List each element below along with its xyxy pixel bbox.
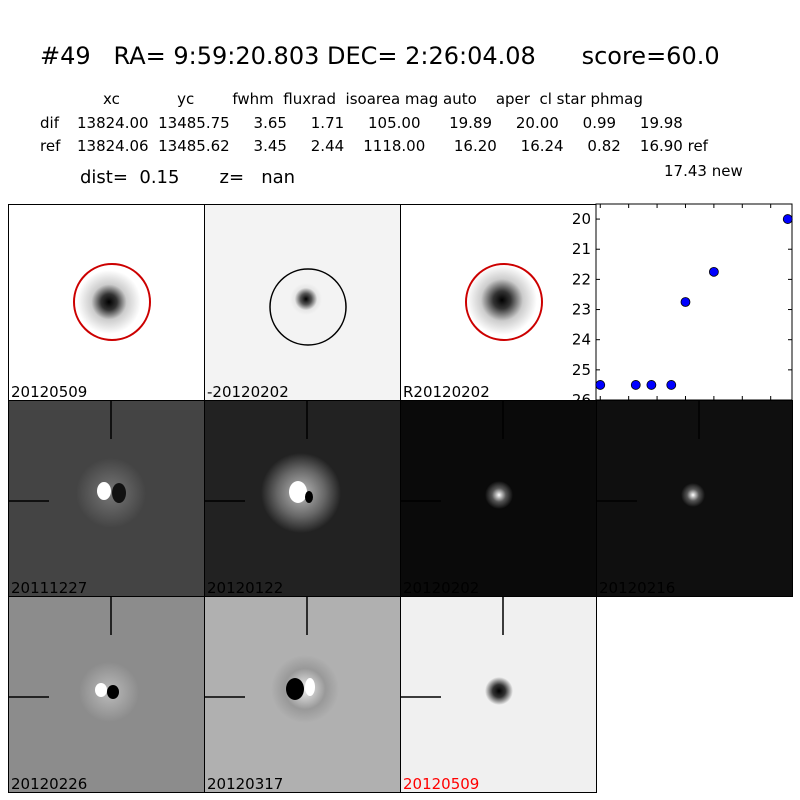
- y-tick-label: 24: [572, 331, 591, 349]
- stamp-panel: R20120202: [400, 204, 597, 401]
- cutout-panel: 20120317: [204, 596, 401, 793]
- dif-row-values: 13824.00 13485.75 3.65 1.71 105.00 19.89…: [77, 114, 683, 132]
- candidate-title: #49 RA= 9:59:20.803 DEC= 2:26:04.08 scor…: [40, 42, 720, 70]
- light-curve-svg: 20212223242526020406080100120: [572, 203, 793, 420]
- cutout-panel: 20120122: [204, 400, 401, 597]
- cutout-panel: 20120226: [8, 596, 205, 793]
- cutout-panel: 20120202: [400, 400, 597, 597]
- cutout-image: [597, 401, 705, 507]
- y-tick-label: 20: [572, 210, 591, 228]
- cutout-panel: 20120509: [400, 596, 597, 793]
- stamp-panel: -20120202: [204, 204, 401, 401]
- aperture-circle: [465, 263, 543, 341]
- cutout-panel: 20111227: [8, 400, 205, 597]
- new-mag: 17.43 new: [664, 162, 743, 180]
- cutout-label: 20120226: [11, 775, 88, 793]
- data-point: [595, 380, 606, 390]
- aperture-circle: [73, 263, 151, 341]
- cutout-label: 20120216: [599, 579, 676, 597]
- data-point: [630, 380, 641, 390]
- cutout-image: [401, 597, 513, 705]
- ref-row-label: ref: [40, 137, 61, 155]
- data-point: [666, 380, 677, 390]
- stamp-image: [269, 268, 347, 346]
- cutout-label: 20120317: [207, 775, 284, 793]
- aperture-circle: [269, 268, 347, 346]
- stamp-panel: 20120509: [8, 204, 205, 401]
- y-tick-label: 22: [572, 270, 591, 288]
- cutout-image: [9, 401, 146, 528]
- cutout-label: 20120202: [403, 579, 480, 597]
- data-point: [708, 266, 719, 277]
- cutout-image: [401, 401, 513, 509]
- chart-frame: [595, 203, 793, 401]
- stamp-image: [465, 263, 543, 341]
- stamp-label: 20120509: [11, 383, 88, 401]
- stamp-image: [73, 263, 151, 341]
- light-curve-chart: 20212223242526020406080100120: [572, 203, 793, 420]
- dif-row-label: dif: [40, 114, 59, 132]
- cutout-image: [205, 597, 339, 723]
- cutout-label: 20120509: [403, 775, 480, 793]
- cutout-label: 20111227: [11, 579, 88, 597]
- ref-row-values: 13824.06 13485.62 3.45 2.44 1118.00 16.2…: [77, 137, 708, 155]
- cutout-panel: 20120216: [596, 400, 793, 597]
- y-tick-label: 21: [572, 240, 591, 258]
- dist-z-line: dist= 0.15 z= nan: [80, 167, 296, 188]
- cutout-label: 20120122: [207, 579, 284, 597]
- data-point: [680, 297, 691, 307]
- data-point: [646, 380, 657, 390]
- y-tick-label: 23: [572, 301, 591, 319]
- stamp-label: R20120202: [403, 383, 490, 401]
- cutout-image: [205, 401, 341, 533]
- cutout-image: [9, 597, 139, 722]
- stamp-label: -20120202: [207, 383, 289, 401]
- y-tick-label: 25: [572, 361, 591, 379]
- column-header: xc yc fwhm fluxrad isoarea mag auto aper…: [103, 90, 643, 108]
- data-point: [782, 214, 793, 224]
